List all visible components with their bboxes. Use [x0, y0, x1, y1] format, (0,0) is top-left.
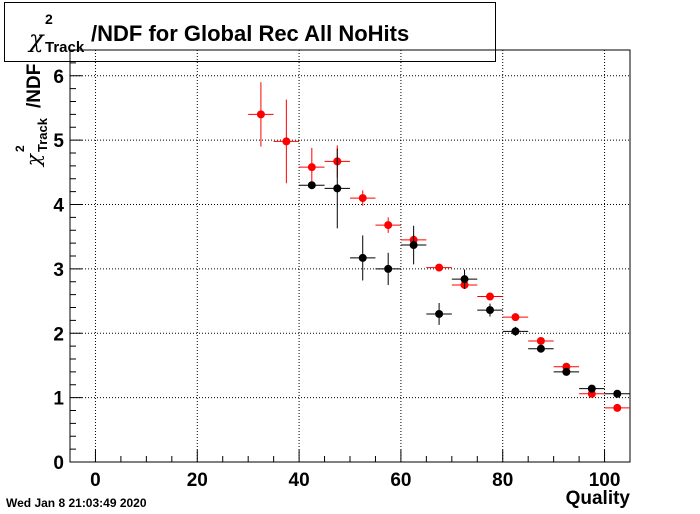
marker-dot — [613, 389, 622, 398]
y-tick-label: 5 — [53, 131, 64, 152]
data-point — [426, 302, 452, 325]
data-point — [502, 326, 529, 336]
marker-dot — [282, 137, 291, 146]
data-point — [553, 367, 580, 376]
y-axis-label: χ 2 Track /NDF — [13, 64, 50, 168]
data-point — [477, 292, 503, 301]
marker-dot — [307, 163, 316, 172]
data-point — [324, 148, 350, 229]
data-point — [375, 217, 401, 233]
marker-dot — [307, 181, 316, 190]
data-point — [528, 336, 554, 345]
axis-ticks — [69, 49, 631, 463]
y-tick-label: 4 — [53, 196, 64, 217]
marker-dot — [511, 313, 520, 322]
title-superscript: 2 — [45, 11, 53, 27]
plot-frame — [69, 49, 631, 463]
svg-text:Track: Track — [35, 117, 50, 152]
marker-dot — [256, 110, 265, 119]
marker-dot — [587, 384, 596, 393]
chart-title-box: χ 2 Track /NDF for Global Rec All NoHits — [4, 2, 496, 62]
data-point — [350, 235, 376, 281]
marker-dot — [409, 241, 418, 250]
x-tick-label: 20 — [187, 470, 208, 491]
marker-dot — [536, 344, 545, 353]
marker-dot — [511, 327, 520, 336]
grid-lines — [70, 50, 630, 463]
title-subscript: Track — [45, 39, 85, 56]
y-tick-label: 2 — [53, 324, 64, 345]
x-tick-label: 100 — [589, 470, 621, 491]
data-point — [604, 403, 630, 412]
title-chi-symbol: χ — [29, 25, 44, 53]
data-point — [400, 225, 427, 265]
marker-dot — [333, 184, 342, 193]
marker-dot — [384, 221, 393, 230]
data-point — [299, 181, 325, 190]
chart-title: /NDF for Global Rec All NoHits — [91, 21, 410, 46]
marker-dot — [358, 194, 367, 203]
svg-text:2: 2 — [13, 145, 27, 152]
x-tick-label: 40 — [289, 470, 310, 491]
data-point — [604, 389, 630, 398]
data-point — [273, 99, 300, 184]
svg-text:χ: χ — [21, 152, 45, 168]
marker-dot — [486, 292, 494, 301]
data-point — [502, 313, 529, 322]
y-tick-label: 6 — [53, 67, 64, 88]
data-point — [375, 252, 401, 285]
data-point — [350, 190, 376, 206]
y-tick-label: 1 — [53, 389, 64, 410]
x-tick-label: 60 — [390, 470, 411, 491]
marker-dot — [562, 367, 571, 376]
y-tick-label: 3 — [53, 260, 64, 281]
x-tick-label: 0 — [90, 470, 101, 491]
marker-dot — [536, 336, 545, 345]
marker-dot — [435, 309, 444, 318]
data-point — [579, 384, 605, 393]
data-point — [248, 82, 274, 147]
marker-dot — [384, 264, 393, 273]
marker-dot — [358, 253, 367, 262]
y-tick-label: 0 — [53, 453, 64, 474]
x-axis-label: Quality — [566, 488, 631, 509]
data-point — [477, 303, 503, 317]
marker-dot — [486, 306, 494, 315]
axis-tick-labels: 0 20 40 60 80 100 0 1 2 3 4 5 6 — [53, 67, 620, 491]
data-point — [426, 263, 452, 272]
timestamp: Wed Jan 8 21:03:49 2020 — [6, 496, 147, 510]
data-point — [299, 147, 325, 187]
marker-dot — [460, 275, 469, 284]
marker-dot — [613, 403, 622, 412]
data-markers — [248, 82, 630, 412]
x-tick-label: 80 — [492, 470, 513, 491]
data-point — [451, 269, 478, 289]
marker-dot — [435, 263, 444, 272]
svg-text:/NDF: /NDF — [24, 64, 45, 108]
data-point — [528, 344, 554, 353]
